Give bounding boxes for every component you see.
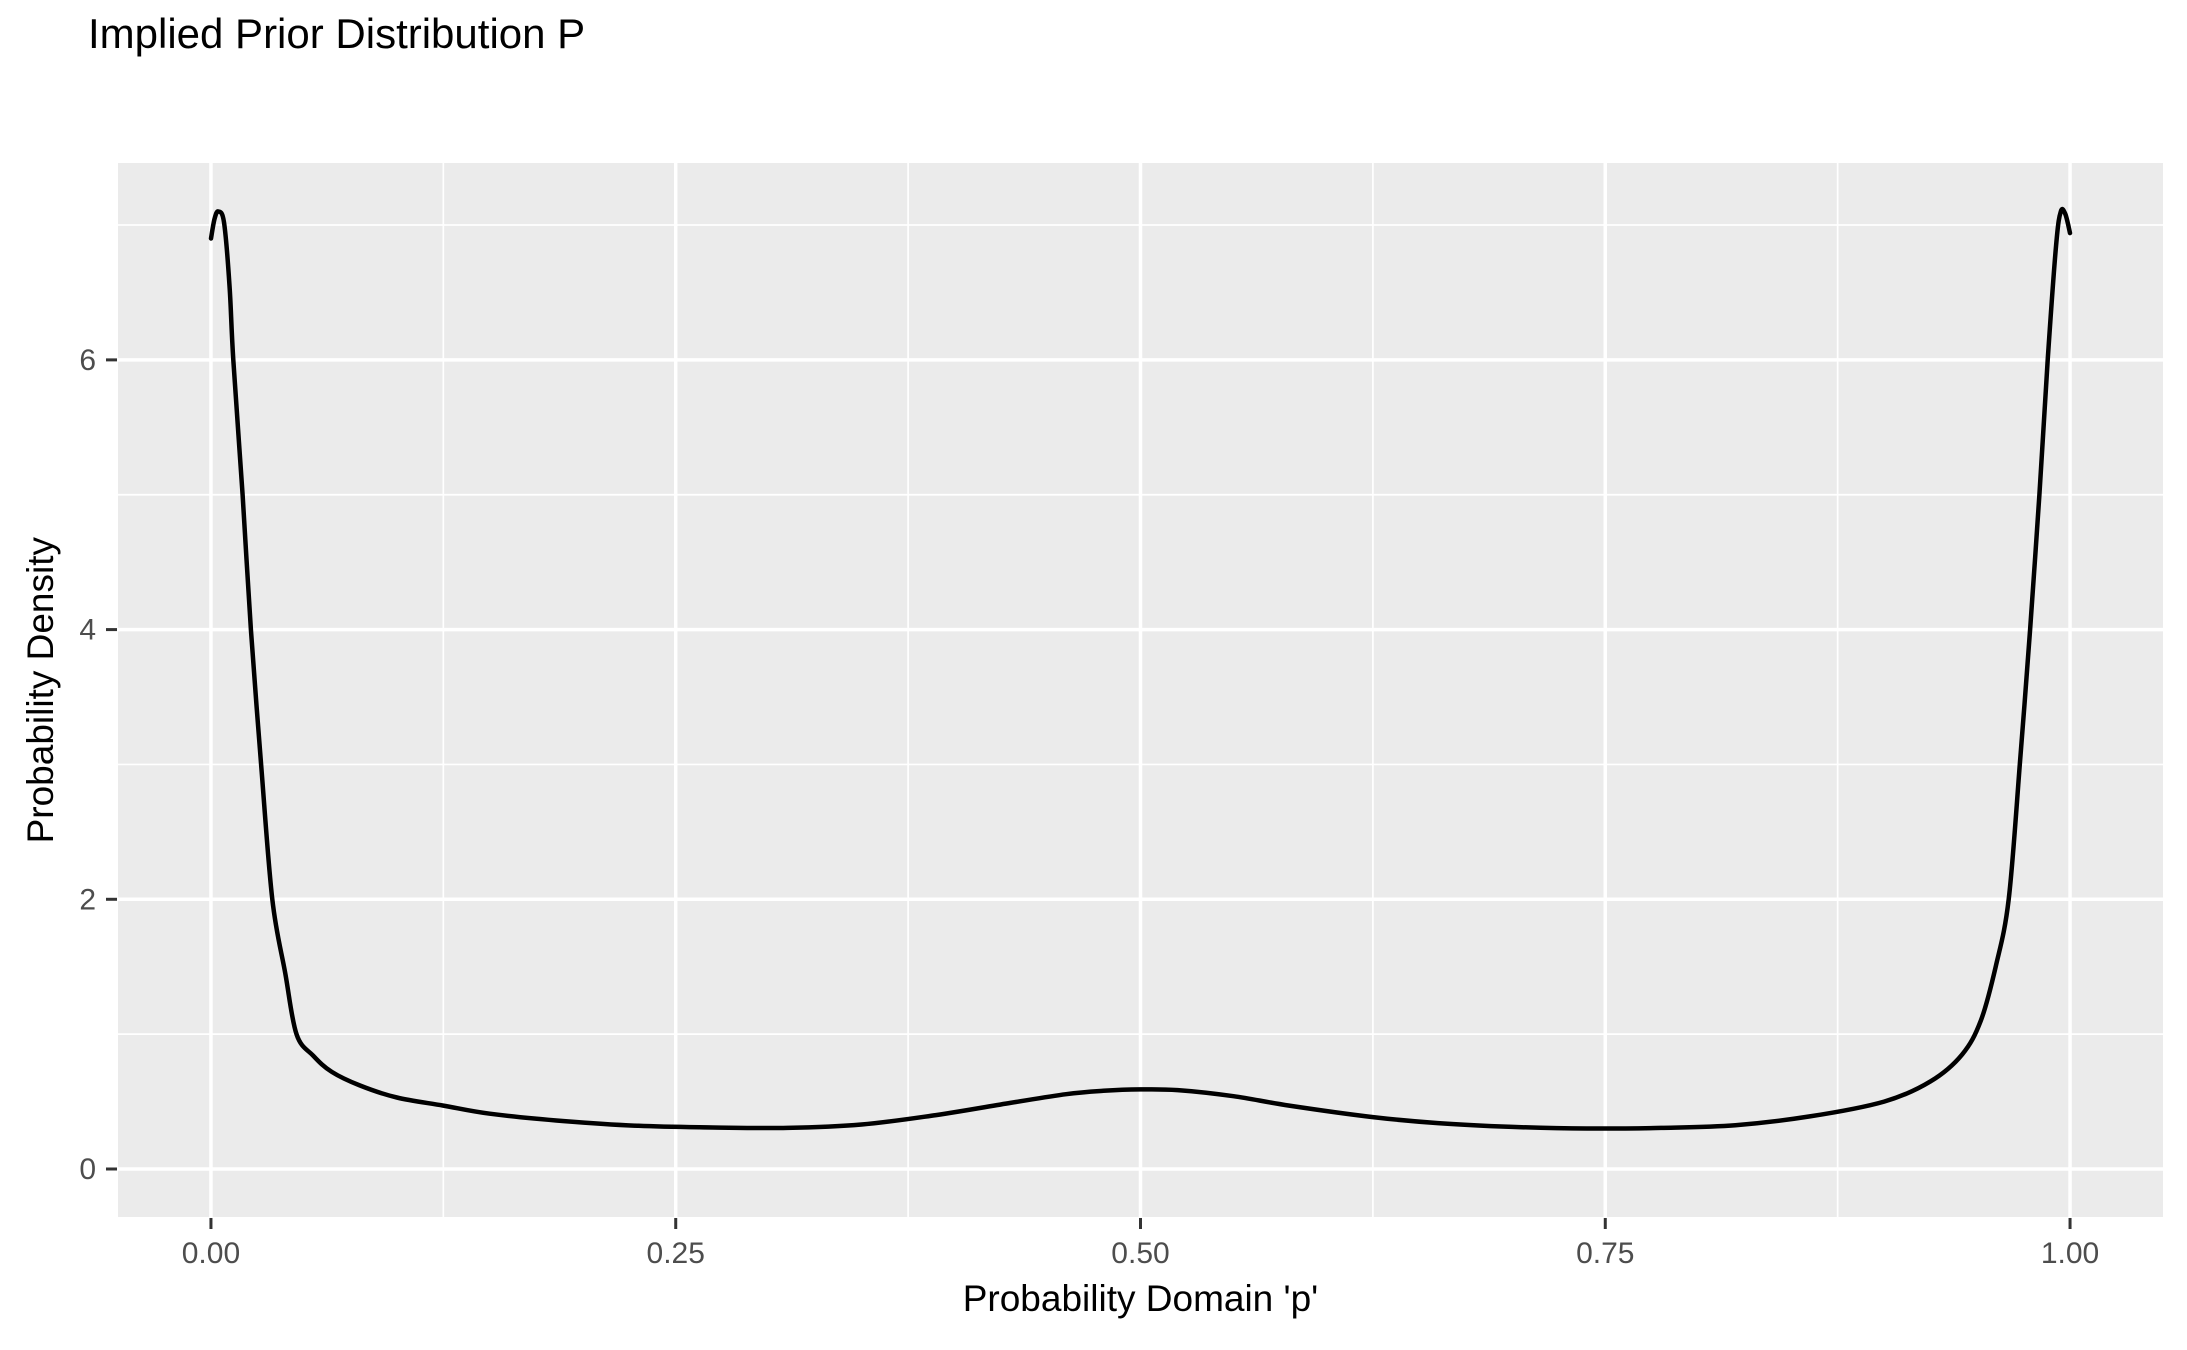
x-tick-label: 0.50 <box>1111 1237 1169 1270</box>
y-tick-label: 6 <box>79 344 96 377</box>
x-tick-label: 0.25 <box>647 1237 705 1270</box>
x-axis-title: Probability Domain 'p' <box>962 1278 1319 1319</box>
density-curve <box>208 206 2073 1131</box>
x-tick-label: 0.75 <box>1576 1237 1634 1270</box>
y-tick-label: 2 <box>79 883 96 916</box>
x-tick-label: 0.00 <box>182 1237 240 1270</box>
y-tick-label: 0 <box>79 1153 96 1186</box>
y-tick-label: 4 <box>79 614 96 647</box>
chart-title: Implied Prior Distribution P <box>88 10 586 57</box>
x-tick-label: 1.00 <box>2041 1237 2099 1270</box>
